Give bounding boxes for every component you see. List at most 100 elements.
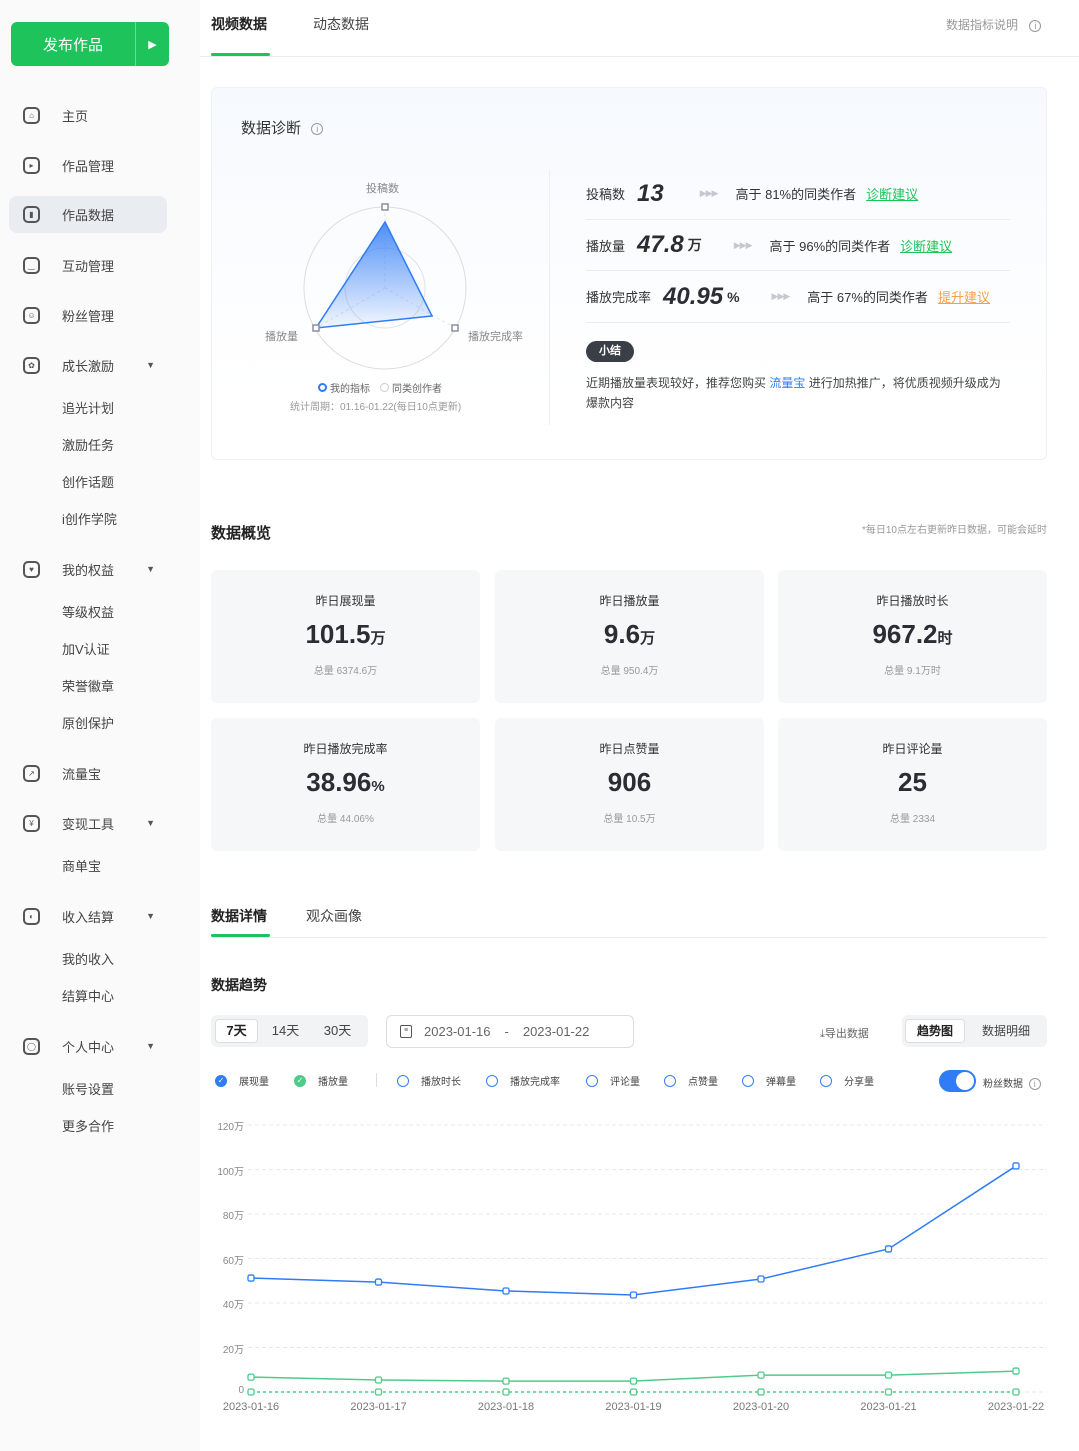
metric-checkbox[interactable]: 播放时长 [397, 1073, 461, 1088]
traffic-boost-link[interactable]: 流量宝 [769, 376, 806, 390]
overview-title: 数据概览 [211, 525, 272, 542]
range-14d[interactable]: 14天 [271, 1023, 300, 1038]
export-button[interactable]: ⤓导出数据 [820, 1025, 869, 1041]
bar-chart-icon: ▮ [23, 206, 40, 223]
caret-down-icon[interactable]: ▼ [146, 1041, 155, 1051]
sidebar-item-label: 我的权益 [62, 562, 115, 578]
data-point [247, 1388, 255, 1396]
sidebar-subitem[interactable]: 追光计划 [62, 401, 115, 416]
sidebar-subitem[interactable]: 更多合作 [62, 1119, 115, 1134]
sidebar: 发布作品 ▶ ⌂ 主页 ▸ 作品管理 ▮ 作品数据 ‿ 互动管理 ☺ 粉丝管理 ✿ 成长激励 ▼ 追光计划… [0, 0, 200, 1451]
sidebar-item-4[interactable]: ☺ 粉丝管理 [9, 290, 167, 340]
divider [135, 22, 136, 66]
sidebar-item-1[interactable]: ▸ 作品管理 [9, 140, 167, 190]
sidebar-item-0[interactable]: ⌂ 主页 [9, 90, 167, 140]
toggle-knob [956, 1072, 974, 1090]
sidebar-item-label: 变现工具 [62, 816, 115, 832]
sidebar-item-15[interactable]: ↗ 流量宝 [9, 748, 167, 798]
card-unit: 时 [937, 630, 953, 647]
caret-down-icon[interactable]: ▼ [146, 564, 155, 574]
card-total: 总量 2334 [889, 814, 936, 825]
diagnosis-title-text: 数据诊断 [241, 120, 302, 137]
sidebar-item-5[interactable]: ✿ 成长激励 ▼ [9, 340, 167, 390]
growth-icon: ✿ [23, 356, 40, 374]
caret-down-icon[interactable]: ▼ [146, 818, 155, 828]
sidebar-item-16[interactable]: ¥ 变现工具 ▼ [9, 798, 167, 848]
range-30d[interactable]: 30天 [323, 1023, 352, 1038]
range-7d[interactable]: 7天 [215, 1019, 258, 1043]
sidebar-item-21[interactable]: ◯ 个人中心 ▼ [9, 1021, 167, 1071]
diagnosis-title: 数据诊断 i [241, 117, 324, 138]
data-point [629, 1388, 638, 1396]
sidebar-item-2[interactable]: ▮ 作品数据 [9, 196, 167, 233]
metric-checkbox[interactable]: 评论量 [586, 1073, 640, 1088]
y-tick-label: 60万 [222, 1255, 244, 1267]
caret-down-icon[interactable]: ▼ [146, 360, 155, 370]
tab-dynamic-data[interactable]: 动态数据 [313, 16, 369, 32]
metric-unit: % [727, 288, 740, 305]
sidebar-subitem[interactable]: 账号设置 [62, 1082, 115, 1097]
sidebar-item-10[interactable]: ♥ 我的权益 ▼ [9, 544, 167, 594]
sidebar-subitem[interactable]: 创作话题 [62, 475, 115, 490]
sidebar-subitem[interactable]: 原创保护 [62, 716, 115, 731]
x-tick-label: 2023-01-16 [222, 1401, 280, 1413]
data-point [629, 1377, 638, 1385]
sidebar-subitem[interactable]: 加V认证 [62, 642, 110, 657]
card-total: 总量 950.4万 [600, 666, 659, 677]
x-tick-label: 2023-01-22 [987, 1401, 1045, 1413]
info-icon[interactable]: i [1028, 1078, 1041, 1091]
data-point [247, 1274, 255, 1282]
sidebar-subitem[interactable]: 荣誉徽章 [62, 679, 115, 694]
overview-note: *每日10点左右更新昨日数据，可能会延时 [861, 525, 1047, 536]
metric-checkbox[interactable]: ✓ 播放量 [294, 1073, 348, 1088]
metric-checkbox[interactable]: ✓ 展现量 [215, 1073, 269, 1088]
x-tick-label: 2023-01-18 [477, 1401, 535, 1413]
card-value: 38.96 [306, 767, 372, 797]
metric-checkbox[interactable]: 播放完成率 [486, 1073, 560, 1088]
x-tick-label: 2023-01-19 [605, 1401, 662, 1413]
card-title: 昨日展现量 [315, 594, 376, 608]
metric-checkbox[interactable]: 点赞量 [664, 1073, 718, 1088]
sidebar-subitem[interactable]: 等级权益 [62, 605, 115, 620]
card-title: 昨日播放完成率 [303, 742, 388, 756]
sidebar-subitem[interactable]: i创作学院 [62, 512, 117, 527]
metric-checkbox[interactable]: 弹幕量 [742, 1073, 796, 1088]
data-point [1012, 1162, 1020, 1170]
overview-card: 昨日播放完成率 38.96% 总量 44.06% [211, 718, 480, 851]
sidebar-subitem[interactable]: 激励任务 [62, 438, 115, 453]
sidebar-subitem[interactable]: 结算中心 [62, 989, 115, 1004]
tab-video-data[interactable]: 视频数据 [211, 16, 267, 32]
sidebar-subitem[interactable]: 我的收入 [62, 952, 115, 967]
tab-audience[interactable]: 观众画像 [306, 908, 362, 924]
summary-badge: 小结 [586, 341, 634, 362]
sidebar-item-3[interactable]: ‿ 互动管理 [9, 240, 167, 290]
tab-data-detail[interactable]: 数据详情 [211, 908, 267, 924]
metric-compare: 高于 81%的同类作者 [735, 187, 857, 202]
advice-link[interactable]: 诊断建议 [900, 238, 953, 254]
card-value-wrap: 38.96% [211, 767, 480, 798]
info-icon[interactable]: i [311, 123, 324, 136]
play-arrow-icon[interactable]: ▶ [148, 38, 157, 51]
card-value-wrap: 967.2时 [778, 619, 1047, 650]
advice-link[interactable]: 提升建议 [937, 290, 990, 305]
view-detail[interactable]: 数据明细 [981, 1024, 1030, 1038]
diagnosis-row: 投稿数 13 ▶▶▶ 高于 81%的同类作者 诊断建议 [586, 168, 1010, 219]
publish-button[interactable]: 发布作品 ▶ [11, 22, 169, 66]
sidebar-subitem[interactable]: 商单宝 [62, 859, 102, 874]
advice-link[interactable]: 诊断建议 [866, 187, 919, 202]
caret-down-icon[interactable]: ▼ [146, 911, 155, 921]
fans-data-toggle[interactable] [939, 1070, 976, 1092]
sidebar-item-label: 个人中心 [62, 1039, 115, 1055]
metric-help-link[interactable]: 数据指标说明 i [946, 16, 1042, 33]
divider [376, 1073, 377, 1087]
y-tick-label: 120万 [217, 1122, 244, 1133]
check-icon: ✓ [215, 1074, 227, 1087]
sidebar-item-18[interactable]: ◐ 收入结算 ▼ [9, 891, 167, 941]
unchecked-circle-icon [486, 1074, 498, 1087]
unchecked-circle-icon [664, 1074, 676, 1087]
divider [200, 56, 1079, 57]
view-trend[interactable]: 趋势图 [905, 1019, 965, 1043]
metric-checkbox[interactable]: 分享量 [820, 1073, 874, 1088]
date-range-picker[interactable]: ≡ 2023-01-16 - 2023-01-22 [386, 1015, 634, 1048]
fans-data-label: 粉丝数据 i [983, 1075, 1041, 1091]
